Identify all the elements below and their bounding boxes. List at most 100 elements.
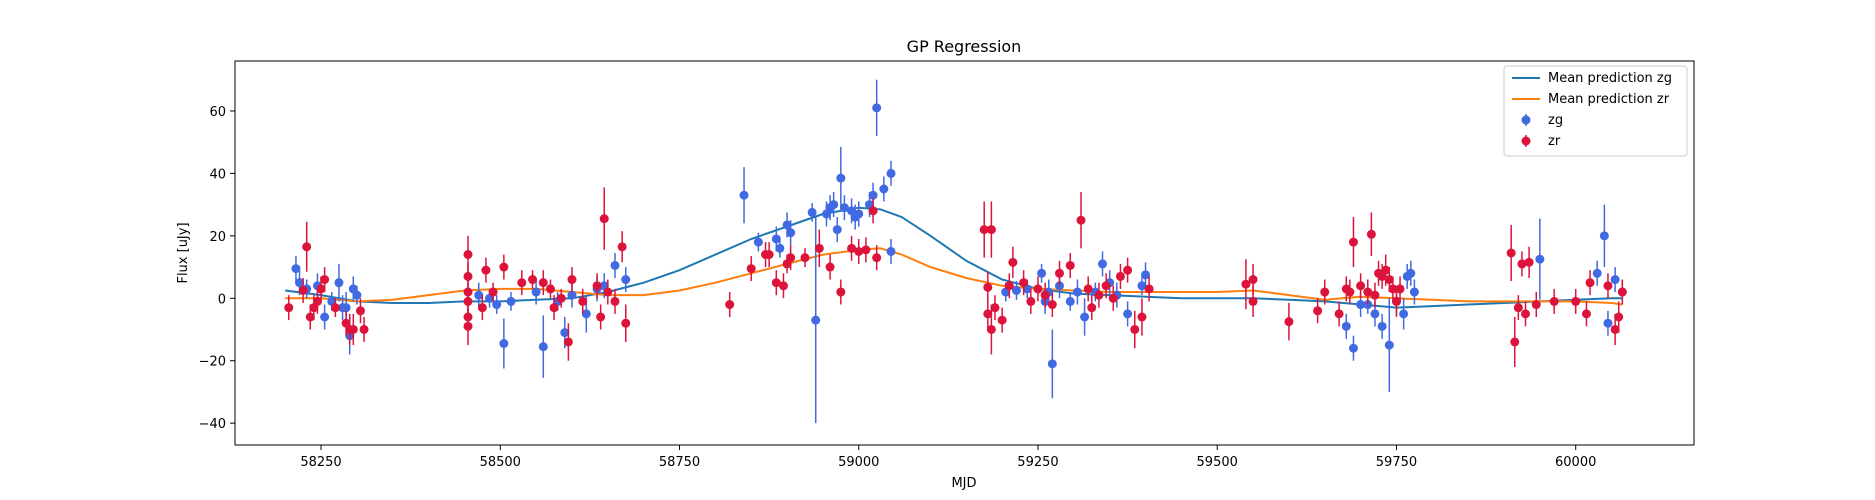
data-point-zr	[599, 187, 609, 250]
marker	[1137, 281, 1147, 291]
marker	[1517, 259, 1527, 269]
marker	[807, 207, 817, 217]
marker	[836, 287, 846, 297]
marker	[359, 324, 369, 334]
marker	[1026, 296, 1036, 306]
marker	[997, 315, 1007, 325]
marker	[771, 278, 781, 288]
series-zr	[284, 187, 1627, 367]
marker	[538, 342, 548, 352]
data-point-zg	[753, 232, 763, 252]
data-point-zr	[302, 221, 312, 272]
marker	[1599, 231, 1609, 241]
marker	[1510, 337, 1520, 347]
data-point-zr	[1531, 292, 1541, 317]
marker	[302, 242, 312, 252]
marker	[617, 242, 627, 252]
marker	[839, 203, 849, 213]
marker	[1614, 312, 1624, 322]
data-point-zr	[499, 254, 509, 280]
marker	[316, 284, 326, 294]
data-point-zr	[983, 298, 993, 330]
data-point-zr	[1348, 217, 1358, 268]
marker	[979, 225, 989, 235]
data-point-zg	[1141, 262, 1151, 288]
marker	[1011, 285, 1021, 295]
data-point-zr	[578, 288, 588, 314]
data-point-zg	[1535, 218, 1545, 300]
data-point-zr	[563, 323, 573, 361]
marker	[295, 278, 305, 288]
legend: Mean prediction zg Mean prediction zr zg…	[1503, 65, 1688, 157]
marker	[1313, 306, 1323, 316]
marker	[1384, 275, 1394, 285]
data-point-zr	[1581, 301, 1591, 327]
marker	[983, 309, 993, 319]
data-point-zr	[1284, 302, 1294, 341]
data-point-zg	[1599, 204, 1609, 268]
data-point-zr	[1517, 251, 1527, 277]
marker	[563, 337, 573, 347]
data-point-zr	[725, 292, 735, 317]
data-point-zr	[778, 273, 788, 299]
data-point-zg	[1098, 251, 1108, 277]
marker	[1363, 287, 1373, 297]
marker	[832, 225, 842, 235]
data-point-zr	[872, 245, 882, 271]
marker	[305, 312, 315, 322]
marker	[1054, 268, 1064, 278]
data-point-zr	[1363, 279, 1373, 305]
plot-frame	[234, 60, 1695, 446]
marker	[1370, 290, 1380, 300]
marker	[861, 245, 871, 255]
marker	[499, 262, 509, 272]
data-point-zg	[1037, 263, 1047, 283]
data-point-zr	[312, 288, 322, 314]
marker	[1248, 296, 1258, 306]
legend-marker-zg	[1521, 114, 1531, 126]
legend-box	[1503, 65, 1688, 157]
data-point-zg	[1047, 329, 1057, 399]
data-point-zr	[786, 245, 796, 271]
marker	[811, 315, 821, 325]
data-point-zr	[1008, 246, 1018, 278]
marker	[538, 278, 548, 288]
marker	[1080, 312, 1090, 322]
marker	[782, 220, 792, 230]
legend-label-mean-zr: Mean prediction zr	[1548, 92, 1670, 107]
data-point-zg	[886, 160, 896, 186]
data-point-zg	[506, 292, 516, 311]
marker	[825, 262, 835, 272]
data-point-zr	[549, 295, 559, 321]
data-point-zr	[1356, 273, 1366, 299]
data-point-zg	[320, 304, 330, 330]
data-point-zg	[1377, 313, 1387, 339]
marker	[567, 290, 577, 300]
marker	[1004, 281, 1014, 291]
data-point-zg	[1065, 292, 1075, 311]
marker	[1381, 265, 1391, 275]
marker	[1592, 268, 1602, 278]
marker	[1334, 309, 1344, 319]
data-point-zg	[492, 295, 502, 314]
x-axis-label: MJD	[951, 476, 976, 491]
marker	[610, 260, 620, 270]
marker	[800, 253, 810, 263]
marker	[284, 303, 294, 313]
marker	[786, 228, 796, 238]
data-points	[284, 79, 1627, 424]
plot-area	[234, 60, 1695, 446]
data-point-zr	[603, 279, 613, 305]
marker	[886, 168, 896, 178]
y-tick-label: 40	[209, 167, 226, 182]
data-point-zg	[832, 217, 842, 243]
marker	[334, 278, 344, 288]
data-point-zr	[1083, 276, 1093, 302]
data-point-zr	[596, 304, 606, 330]
marker	[1366, 229, 1376, 239]
data-point-zr	[517, 270, 527, 296]
marker	[549, 303, 559, 313]
marker	[330, 303, 340, 313]
data-point-zr	[488, 282, 498, 302]
marker	[1384, 340, 1394, 350]
